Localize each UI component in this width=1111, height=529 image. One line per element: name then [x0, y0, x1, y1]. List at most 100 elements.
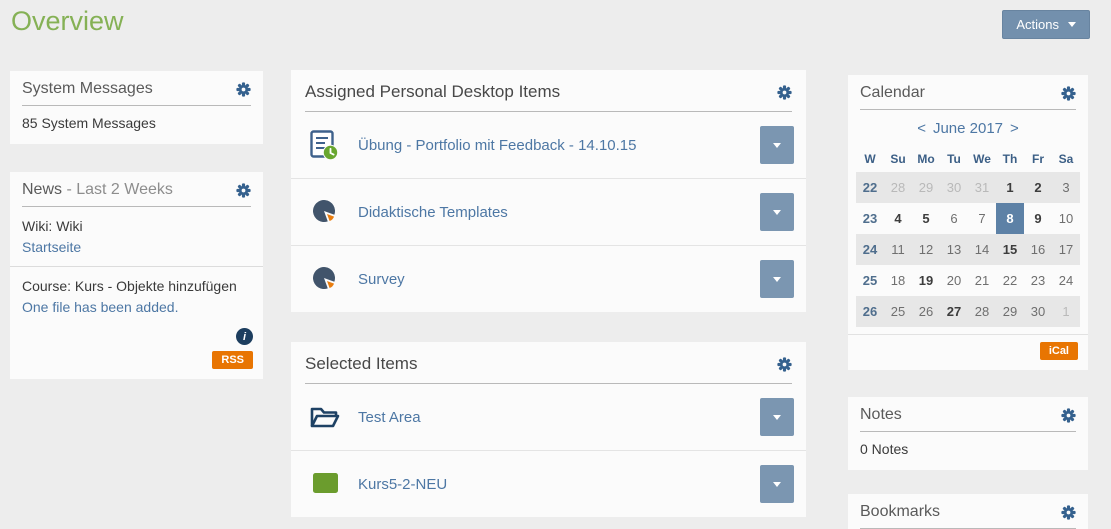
- calendar-week-row: 24 11 12 13 14 15 16 17: [856, 234, 1080, 265]
- calendar-day-header: Su: [890, 152, 906, 166]
- calendar-day[interactable]: 17: [1058, 242, 1074, 257]
- calendar-day[interactable]: 16: [1030, 242, 1046, 257]
- calendar-day[interactable]: 4: [894, 211, 902, 226]
- calendar-day[interactable]: 3: [1062, 180, 1070, 195]
- calendar-day[interactable]: 2: [1034, 180, 1042, 195]
- gear-icon[interactable]: [236, 81, 251, 97]
- gear-icon[interactable]: [777, 84, 792, 100]
- right-column: Calendar < June 2017 > W Su Mo Tu We Th …: [848, 75, 1088, 529]
- calendar-day[interactable]: 20: [946, 273, 962, 288]
- chevron-down-icon: [773, 414, 781, 420]
- calendar-week-number: 25: [862, 273, 878, 288]
- actions-button[interactable]: Actions: [1002, 10, 1090, 39]
- gear-icon[interactable]: [236, 182, 251, 198]
- calendar-day[interactable]: 29: [918, 180, 934, 195]
- calendar-week-row: 26 25 26 27 28 29 30 1: [856, 296, 1080, 327]
- center-column: Assigned Personal Desktop Items Übung - …: [291, 70, 806, 517]
- desktop-item-link[interactable]: Didaktische Templates: [358, 203, 508, 221]
- calendar-day[interactable]: 7: [978, 211, 986, 226]
- news-panel: News - Last 2 Weeks Wiki: Wiki Startseit…: [10, 172, 263, 379]
- news-item: Course: Kurs - Objekte hinzufügen One fi…: [10, 266, 263, 326]
- calendar-day[interactable]: 13: [946, 242, 962, 257]
- desktop-item-row: Didaktische Templates: [291, 178, 806, 245]
- calendar-day[interactable]: 1: [1062, 304, 1070, 319]
- item-actions-dropdown[interactable]: [760, 193, 794, 231]
- calendar-week-row: 25 18 19 20 21 22 23 24: [856, 265, 1080, 296]
- calendar-day[interactable]: 24: [1058, 273, 1074, 288]
- calendar-day[interactable]: 22: [1002, 273, 1018, 288]
- survey-icon: [308, 200, 342, 224]
- selected-items-panel: Selected Items Test Area Kurs5-2-N: [291, 342, 806, 517]
- calendar-next-month[interactable]: >: [1010, 120, 1019, 137]
- calendar-day[interactable]: 26: [918, 304, 934, 319]
- calendar-month-nav: < June 2017 >: [848, 110, 1088, 141]
- calendar-month-label: June 2017: [932, 120, 1004, 137]
- calendar-day-header: We: [973, 152, 991, 166]
- calendar-day[interactable]: 31: [974, 180, 990, 195]
- calendar-prev-month[interactable]: <: [917, 120, 926, 137]
- calendar-day[interactable]: 11: [891, 242, 905, 257]
- assigned-items-title: Assigned Personal Desktop Items: [305, 82, 561, 101]
- news-item-context: Course: Kurs - Objekte hinzufügen: [22, 278, 237, 294]
- item-actions-dropdown[interactable]: [760, 260, 794, 298]
- chevron-down-icon: [773, 481, 781, 487]
- notes-title: Notes: [860, 406, 902, 423]
- calendar-day[interactable]: 10: [1058, 211, 1074, 226]
- calendar-day[interactable]: 1: [1006, 180, 1014, 195]
- bookmarks-title: Bookmarks: [860, 503, 941, 520]
- folder-icon: [308, 405, 342, 429]
- calendar-day[interactable]: 23: [1030, 273, 1046, 288]
- page-title: Overview: [11, 6, 124, 36]
- left-column: System Messages 85 System Messages News …: [10, 71, 263, 379]
- calendar-day[interactable]: 19: [918, 273, 934, 288]
- calendar-day[interactable]: 28: [974, 304, 990, 319]
- desktop-item-link[interactable]: Übung - Portfolio mit Feedback - 14.10.1…: [358, 136, 637, 154]
- calendar-day[interactable]: 18: [890, 273, 906, 288]
- gear-icon[interactable]: [1061, 85, 1076, 101]
- calendar-week-row: 22 28 29 30 31 1 2 3: [856, 172, 1080, 203]
- selected-item-link[interactable]: Kurs5-2-NEU: [358, 475, 448, 493]
- calendar-day[interactable]: 25: [890, 304, 906, 319]
- calendar-panel: Calendar < June 2017 > W Su Mo Tu We Th …: [848, 75, 1088, 370]
- desktop-item-link[interactable]: Survey: [358, 270, 405, 288]
- system-messages-title: System Messages: [22, 80, 153, 97]
- calendar-day[interactable]: 30: [946, 180, 962, 195]
- calendar-day[interactable]: 29: [1002, 304, 1018, 319]
- calendar-day[interactable]: 15: [1002, 242, 1018, 257]
- item-actions-dropdown[interactable]: [760, 398, 794, 436]
- calendar-title: Calendar: [860, 84, 925, 101]
- news-item-link[interactable]: One file has been added.: [22, 299, 179, 315]
- info-icon[interactable]: i: [236, 328, 253, 345]
- selected-item-link[interactable]: Test Area: [358, 408, 421, 426]
- gear-icon[interactable]: [1061, 407, 1076, 423]
- gear-icon[interactable]: [1061, 504, 1076, 520]
- calendar-day[interactable]: 12: [918, 242, 934, 257]
- chevron-down-icon: [773, 276, 781, 282]
- selected-items-title: Selected Items: [305, 354, 418, 373]
- item-actions-dropdown[interactable]: [760, 126, 794, 164]
- news-item-context: Wiki: Wiki: [22, 218, 83, 234]
- calendar-day[interactable]: 8: [996, 203, 1024, 234]
- calendar-day[interactable]: 21: [974, 273, 990, 288]
- calendar-week-number: 24: [862, 242, 878, 257]
- calendar-day-header: Th: [1002, 152, 1018, 166]
- selected-item-row: Kurs5-2-NEU: [291, 450, 806, 517]
- calendar-day[interactable]: 9: [1034, 211, 1042, 226]
- calendar-grid: W Su Mo Tu We Th Fr Sa 22 28 29 30 31 1 2 3 23 4 5…: [848, 141, 1088, 327]
- desktop-item-row: Survey: [291, 245, 806, 312]
- news-item: Wiki: Wiki Startseite: [10, 207, 263, 266]
- ical-button[interactable]: iCal: [1039, 342, 1078, 360]
- calendar-day[interactable]: 28: [890, 180, 906, 195]
- selected-item-row: Test Area: [291, 384, 806, 450]
- gear-icon[interactable]: [777, 356, 792, 372]
- calendar-day[interactable]: 27: [946, 304, 962, 319]
- calendar-day[interactable]: 6: [950, 211, 958, 226]
- calendar-day[interactable]: 5: [922, 211, 930, 226]
- rss-button[interactable]: RSS: [212, 351, 253, 369]
- news-item-link[interactable]: Startseite: [22, 239, 82, 255]
- calendar-week-number: 22: [862, 180, 878, 195]
- calendar-day[interactable]: 14: [974, 242, 990, 257]
- desktop-item-row: Übung - Portfolio mit Feedback - 14.10.1…: [291, 112, 806, 178]
- calendar-day[interactable]: 30: [1030, 304, 1046, 319]
- item-actions-dropdown[interactable]: [760, 465, 794, 503]
